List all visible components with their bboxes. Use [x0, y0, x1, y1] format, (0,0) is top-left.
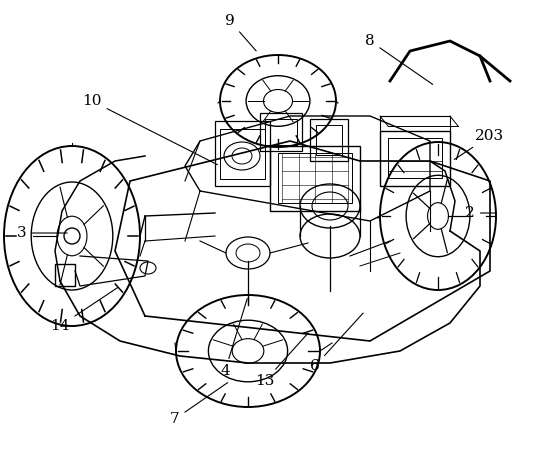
- Text: 14: 14: [50, 287, 118, 333]
- Bar: [278, 153, 352, 203]
- Bar: [215, 121, 270, 186]
- Bar: [265, 119, 297, 145]
- Bar: [260, 113, 302, 151]
- Text: 7: 7: [170, 382, 228, 426]
- Text: 4: 4: [220, 299, 247, 378]
- Bar: [220, 129, 265, 179]
- Text: 3: 3: [17, 226, 67, 240]
- Bar: [55, 264, 75, 286]
- Bar: [270, 146, 360, 211]
- Text: 2: 2: [465, 206, 495, 220]
- Text: 6: 6: [310, 313, 363, 373]
- Text: 13: 13: [255, 333, 308, 388]
- Text: 203: 203: [454, 129, 504, 160]
- Bar: [388, 138, 442, 178]
- Bar: [316, 125, 342, 155]
- Text: 8: 8: [365, 34, 433, 84]
- Bar: [380, 131, 450, 186]
- Text: 9: 9: [225, 14, 256, 51]
- Text: 10: 10: [82, 94, 217, 165]
- Bar: [310, 119, 348, 161]
